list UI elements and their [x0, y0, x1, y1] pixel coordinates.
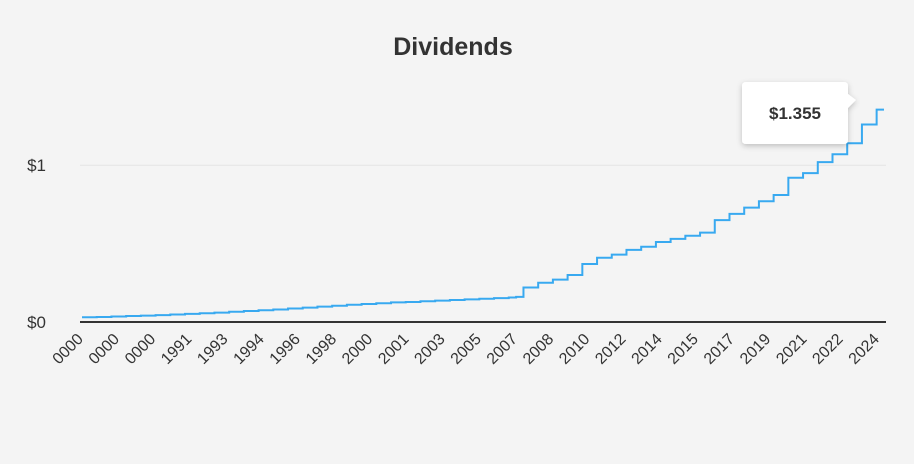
- y-axis-ticks: $0 $1: [27, 156, 46, 332]
- series-layer: [82, 108, 884, 319]
- x-tick-label: 1996: [267, 331, 304, 368]
- x-tick-label: 0000: [86, 331, 123, 368]
- x-tick-label: 2024: [846, 331, 883, 368]
- x-tick-label: 2008: [520, 331, 557, 368]
- tooltip-box: [742, 82, 856, 144]
- x-tick-label: 2007: [484, 331, 521, 368]
- chart-title: Dividends: [393, 33, 512, 61]
- series-line-0: [82, 108, 884, 319]
- x-tick-label: 1991: [158, 331, 195, 368]
- value-tooltip: $1.355: [742, 82, 856, 144]
- y-tick-label: $0: [27, 313, 46, 332]
- x-axis-ticks: 0000000000001991199319941996199820002001…: [50, 331, 883, 368]
- y-tick-label: $1: [27, 156, 46, 175]
- x-tick-label: 2010: [556, 331, 593, 368]
- x-tick-label: 2019: [737, 331, 774, 368]
- x-tick-label: 2001: [375, 331, 412, 368]
- x-tick-label: 1993: [194, 331, 231, 368]
- x-tick-label: 2017: [701, 331, 738, 368]
- x-tick-label: 2000: [339, 331, 376, 368]
- x-tick-label: 2022: [809, 331, 846, 368]
- x-tick-label: 1998: [303, 331, 340, 368]
- x-tick-label: 2005: [448, 331, 485, 368]
- x-tick-label: 2003: [411, 331, 448, 368]
- x-tick-label: 2014: [629, 331, 666, 368]
- x-tick-label: 2012: [592, 331, 629, 368]
- x-tick-label: 2015: [665, 331, 702, 368]
- x-tick-label: 0000: [50, 331, 87, 368]
- x-tick-label: 0000: [122, 331, 159, 368]
- x-tick-label: 2021: [773, 331, 810, 368]
- tooltip-value: $1.355: [769, 104, 821, 123]
- x-tick-label: 1994: [231, 331, 268, 368]
